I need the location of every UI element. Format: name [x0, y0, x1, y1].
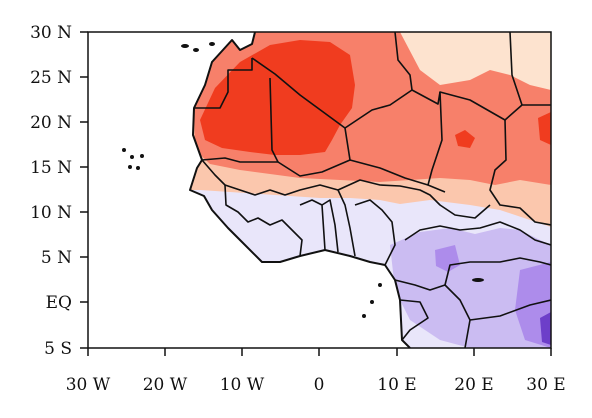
island: [362, 314, 366, 318]
coastline: [189, 32, 411, 348]
border-line: [489, 119, 551, 226]
island: [378, 283, 382, 287]
island: [140, 154, 144, 158]
border-line: [394, 32, 413, 91]
island: [136, 166, 140, 170]
border-line: [194, 58, 253, 109]
map-content: [88, 32, 551, 348]
border-line: [469, 299, 551, 321]
border-line: [509, 32, 523, 106]
border-line: [201, 77, 279, 163]
island: [122, 148, 126, 152]
lon-tick-label: 20 E: [454, 375, 493, 395]
anomaly-purple-west: [435, 245, 460, 272]
border-line: [427, 91, 446, 193]
lon-tick-label: 0: [314, 375, 325, 395]
lat-tick-label: 30 N: [30, 23, 72, 43]
border-line: [251, 57, 413, 129]
island: [128, 165, 132, 169]
anomaly-deep-purple: [540, 312, 551, 345]
islands: [122, 42, 484, 318]
lat-tick-label: EQ: [46, 293, 72, 313]
border-line: [399, 299, 429, 341]
island: [370, 300, 374, 304]
lat-tick-label: 20 N: [30, 113, 72, 133]
island: [130, 155, 134, 159]
border-line: [224, 184, 303, 257]
anomaly-deep-red-far-east: [538, 112, 551, 145]
latitude-axis: 30 N 25 N 20 N 15 N 10 N 5 N EQ 5 S: [30, 23, 88, 359]
border-line: [299, 199, 339, 253]
lon-tick-label: 30 W: [66, 375, 111, 395]
border-line: [337, 189, 396, 266]
lat-tick-label: 10 N: [30, 203, 72, 223]
border-line: [444, 257, 551, 286]
lat-tick-label: 25 N: [30, 68, 72, 88]
lon-tick-label: 30 E: [526, 375, 565, 395]
lon-tick-label: 20 W: [143, 375, 188, 395]
country-borders: [189, 32, 551, 348]
border-line: [277, 127, 351, 177]
lat-tick-label: 5 N: [41, 248, 72, 268]
anomaly-deep-red-east: [455, 130, 475, 148]
lon-tick-label: 10 E: [377, 375, 416, 395]
island: [209, 42, 215, 46]
longitude-axis: 30 W 20 W 10 W 0 10 E 20 E 30 E: [66, 348, 566, 395]
border-line: [349, 159, 429, 186]
island: [472, 278, 484, 282]
island: [193, 48, 199, 52]
border-line: [404, 221, 551, 246]
anomaly-lavender: [390, 228, 551, 348]
lon-tick-label: 10 W: [220, 375, 265, 395]
anomaly-deep-red: [200, 40, 355, 155]
lat-tick-label: 5 S: [44, 339, 72, 359]
island: [181, 44, 189, 48]
lat-tick-label: 15 N: [30, 158, 72, 178]
